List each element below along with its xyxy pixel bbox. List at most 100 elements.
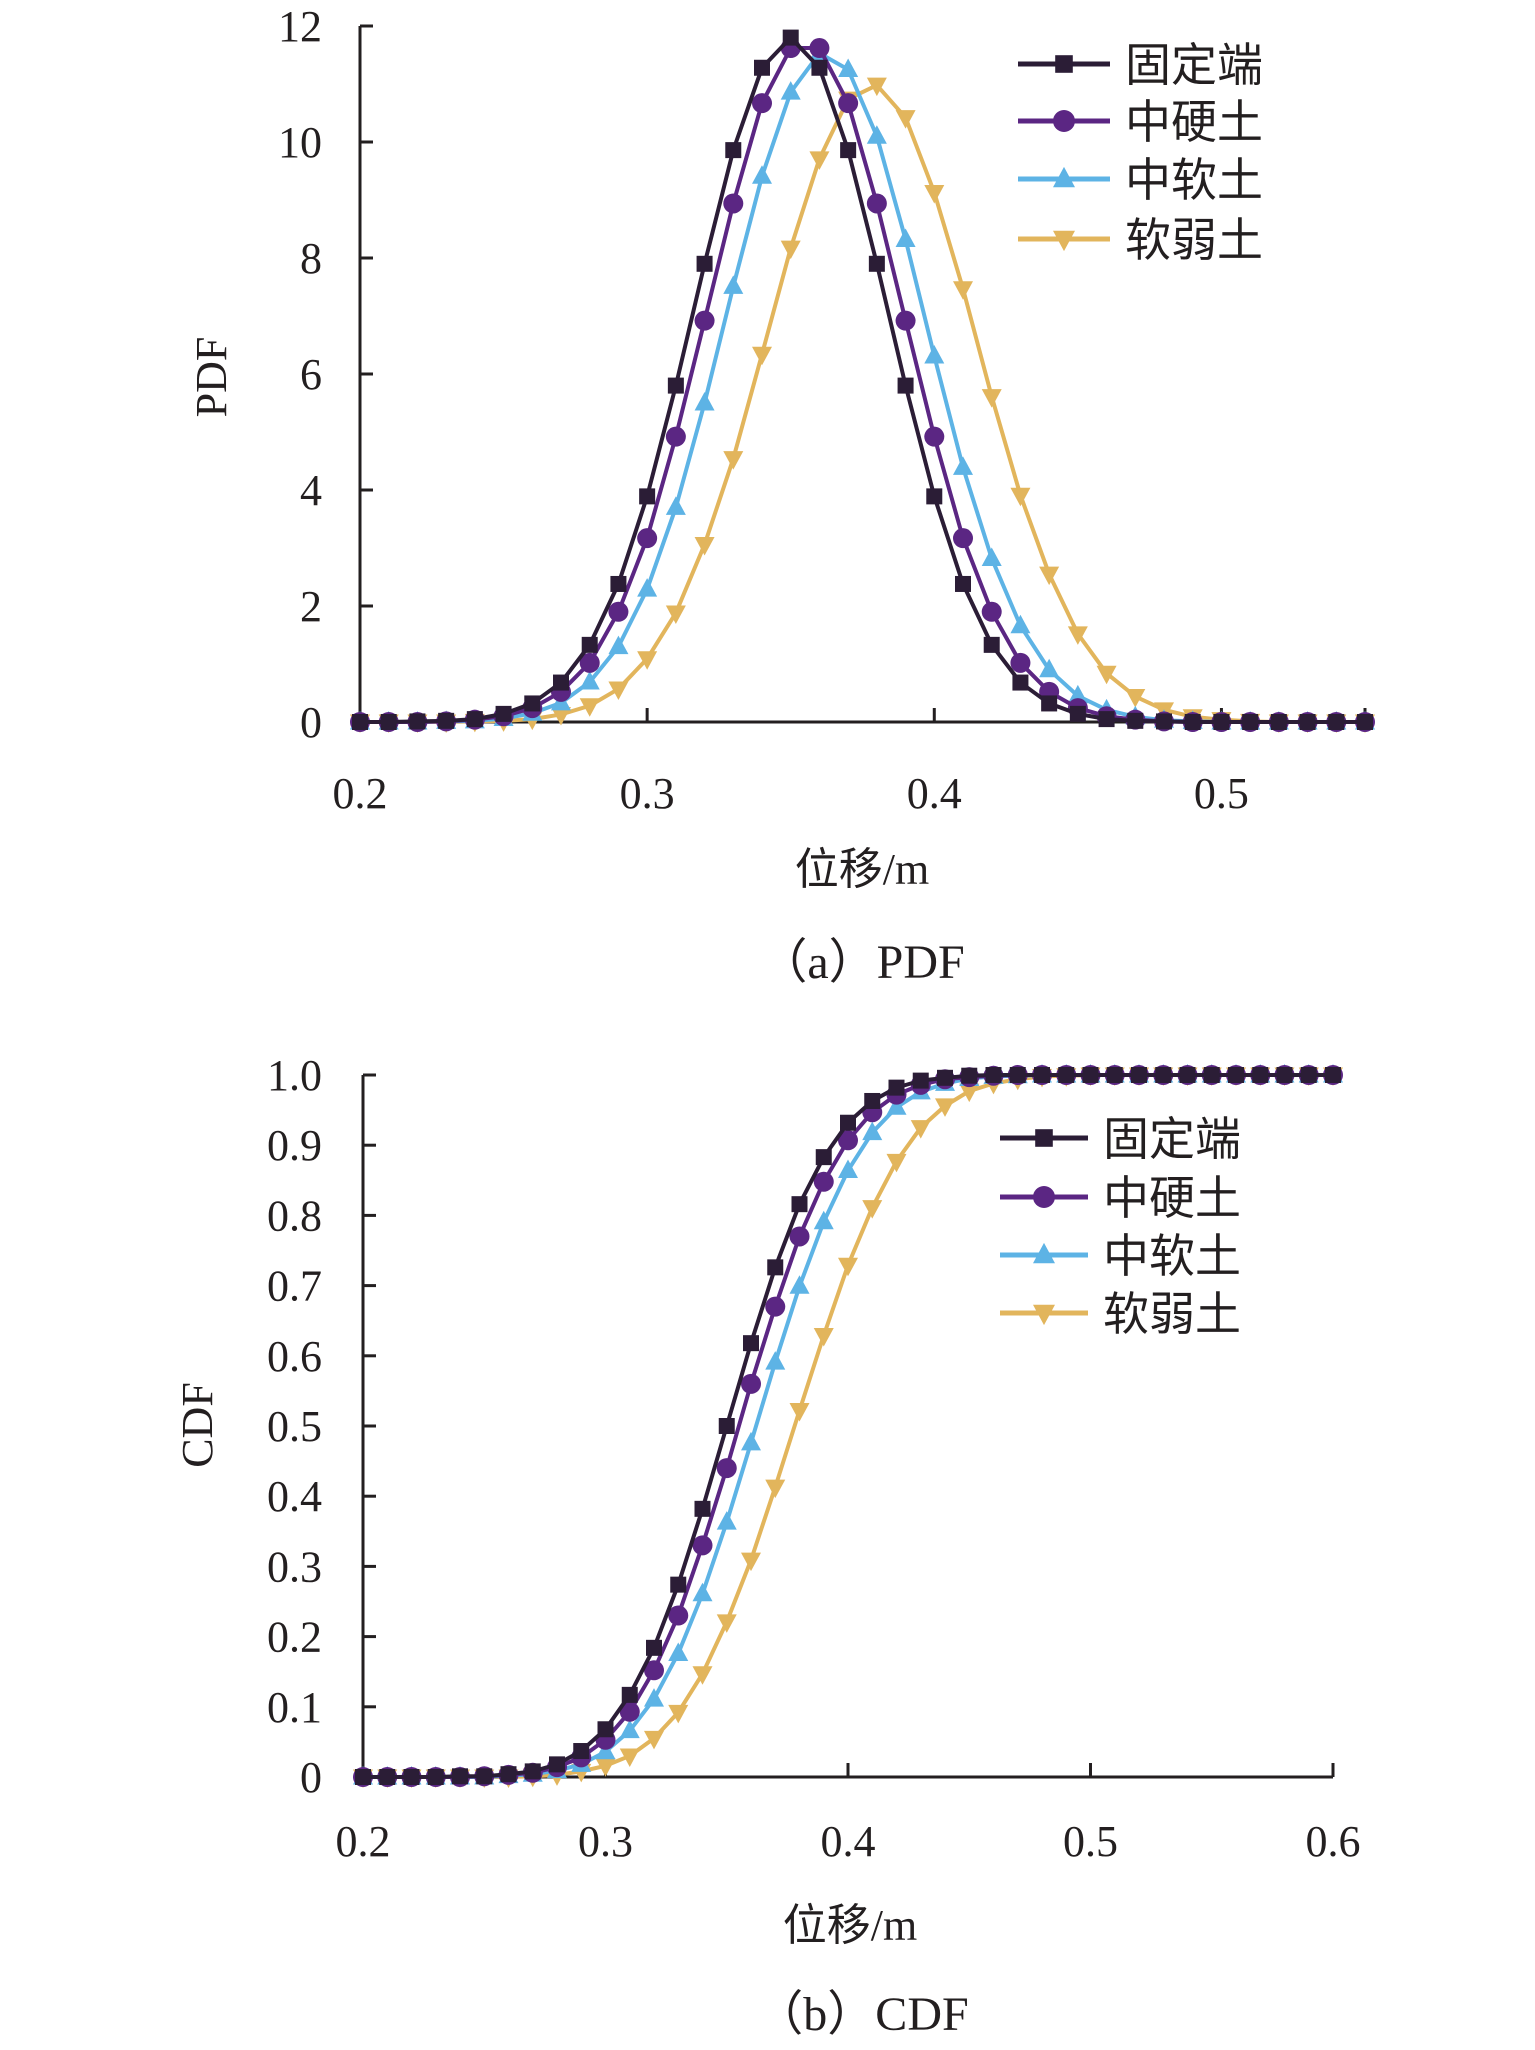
cdf-data-point	[646, 1639, 662, 1656]
pdf-data-point	[924, 426, 945, 447]
pdf-data-point	[926, 488, 943, 505]
pdf-x-tick-label: 0.3	[620, 769, 675, 818]
cdf-data-point	[838, 1159, 858, 1178]
cdf-data-point	[961, 1067, 978, 1084]
cdf-legend-item: 中硬土	[1000, 1173, 1241, 1224]
pdf-data-point	[438, 712, 455, 729]
pdf-data-point	[409, 713, 426, 730]
pdf-data-point	[579, 652, 600, 673]
cdf-data-point	[668, 1704, 689, 1724]
cdf-y-tick-label: 0.9	[267, 1121, 322, 1170]
pdf-legend-label: 固定端	[1125, 40, 1263, 91]
cdf-data-point	[595, 1740, 616, 1760]
pdf-data-point	[1270, 714, 1287, 730]
cdf-data-point	[500, 1766, 517, 1783]
cdf-data-point	[815, 1149, 832, 1166]
pdf-data-point	[1127, 712, 1144, 729]
pdf-data-point	[380, 714, 397, 730]
pdf-legend-marker	[1055, 55, 1073, 73]
cdf-data-point	[1276, 1067, 1293, 1083]
pdf-data-point	[694, 310, 715, 331]
pdf-data-point	[953, 528, 973, 549]
pdf-data-point	[1010, 487, 1031, 507]
pdf-data-point	[924, 184, 945, 204]
cdf-data-point	[619, 1719, 640, 1739]
pdf-x-tick-label: 0.2	[333, 769, 388, 818]
pdf-data-point	[639, 488, 656, 505]
cdf-x-tick-label: 0.2	[336, 1817, 391, 1866]
cdf-chart: CDF 位移/m （b）CDF 0 0.1 0.2 0.3 0.4 0.5 0.6 0.7 0.…	[173, 1051, 1361, 2041]
pdf-data-point	[667, 377, 684, 394]
pdf-data-point	[723, 275, 744, 294]
pdf-data-point	[897, 377, 914, 394]
cdf-data-point	[670, 1576, 687, 1593]
cdf-data-point	[985, 1067, 1002, 1083]
pdf-data-point	[1357, 714, 1373, 730]
pdf-data-point	[809, 151, 830, 170]
cdf-y-tick-label: 0.3	[267, 1542, 322, 1591]
pdf-data-point	[754, 59, 770, 76]
pdf-y-tick-label: 8	[300, 234, 322, 283]
cdf-data-point	[886, 1153, 907, 1173]
cdf-y-tick-label: 0.6	[267, 1332, 322, 1381]
pdf-data-point	[524, 695, 541, 712]
cdf-data-point	[912, 1072, 929, 1089]
cdf-data-point	[427, 1769, 444, 1785]
pdf-data-point	[866, 125, 887, 144]
pdf-data-point	[866, 77, 887, 97]
cdf-data-point	[1131, 1067, 1147, 1083]
cdf-data-point	[935, 1098, 955, 1117]
cdf-data-point	[813, 1327, 834, 1347]
pdf-y-tick-label: 0	[300, 698, 322, 747]
cdf-y-tick-label: 0.1	[267, 1683, 322, 1732]
cdf-data-point	[524, 1763, 541, 1780]
cdf-data-point	[668, 1642, 689, 1661]
pdf-data-point	[924, 345, 945, 364]
pdf-data-point	[694, 392, 715, 411]
cdf-legend-marker	[1033, 1304, 1055, 1326]
cdf-data-point	[959, 1083, 980, 1103]
pdf-data-point	[1125, 688, 1146, 708]
cdf-data-point	[549, 1756, 565, 1773]
pdf-legend-marker	[1053, 230, 1075, 252]
pdf-data-point	[637, 651, 658, 670]
cdf-data-point	[597, 1721, 614, 1738]
pdf-legend-label: 软弱土	[1125, 215, 1263, 266]
cdf-legend-item: 中软土	[1000, 1231, 1241, 1282]
cdf-data-point	[1179, 1067, 1196, 1083]
cdf-data-point	[1300, 1067, 1317, 1083]
cdf-legend-item: 软弱土	[1000, 1289, 1241, 1340]
pdf-x-tick-label: 0.4	[907, 769, 962, 818]
cdf-data-point	[692, 1535, 713, 1556]
pdf-legend-item: 软弱土	[1018, 215, 1263, 266]
pdf-data-point	[551, 706, 571, 726]
pdf-data-point	[981, 389, 1002, 408]
cdf-data-point	[741, 1552, 761, 1572]
cdf-y-tick-label: 1.0	[267, 1051, 322, 1100]
pdf-y-tick-label: 2	[300, 582, 322, 631]
pdf-data-point	[1096, 665, 1117, 685]
cdf-data-point	[1203, 1067, 1220, 1083]
cdf-data-point	[621, 1686, 638, 1703]
pdf-data-point	[723, 193, 744, 214]
cdf-data-point	[888, 1079, 905, 1096]
pdf-y-tick-label: 6	[300, 350, 322, 399]
pdf-legend-item: 中硬土	[1018, 97, 1263, 148]
pdf-legend-marker	[1053, 166, 1075, 188]
cdf-data-point	[476, 1768, 493, 1785]
pdf-data-point	[955, 575, 971, 592]
pdf-data-point	[811, 59, 828, 76]
pdf-data-point	[1039, 566, 1060, 586]
pdf-legend-item: 中软土	[1018, 155, 1263, 206]
cdf-data-point	[1106, 1067, 1123, 1083]
cdf-y-tick-label: 0	[300, 1753, 322, 1802]
pdf-series-line	[360, 46, 1365, 724]
cdf-data-point	[619, 1748, 640, 1767]
cdf-legend-label: 固定端	[1103, 1114, 1241, 1165]
cdf-data-point	[718, 1418, 735, 1434]
pdf-data-point	[981, 601, 1002, 622]
pdf-legend-marker	[1053, 110, 1075, 132]
cdf-data-point	[403, 1769, 420, 1785]
pdf-data-point	[953, 281, 973, 300]
